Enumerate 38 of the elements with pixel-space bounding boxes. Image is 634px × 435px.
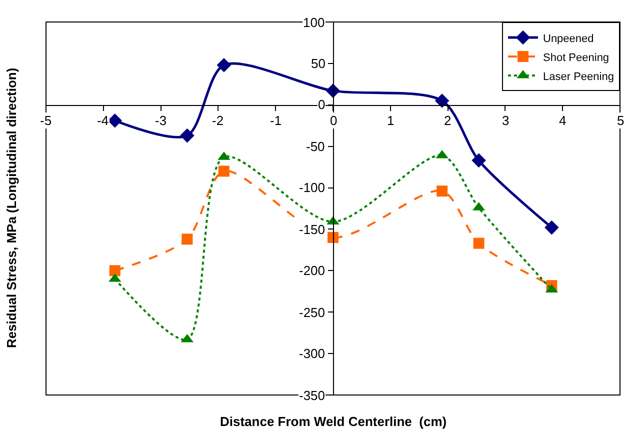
x-tick-label: 5 <box>617 113 624 128</box>
y-tick-label: 100 <box>303 15 325 30</box>
y-tick-label: -150 <box>299 222 326 237</box>
y-tick-label: -100 <box>299 180 326 195</box>
y-tick-label: -200 <box>299 263 326 278</box>
legend-label: Unpeened <box>543 32 594 45</box>
point <box>328 232 338 244</box>
point <box>544 220 559 235</box>
point <box>434 94 450 108</box>
point <box>182 234 193 245</box>
x-tick-label: 1 <box>387 113 394 128</box>
x-tick-label: 4 <box>559 113 566 128</box>
x-tick-label: -2 <box>212 113 224 128</box>
y-tick-label: 50 <box>311 56 326 71</box>
point <box>180 128 194 143</box>
x-tick-label: -5 <box>40 113 52 128</box>
legend-label: Laser Peening <box>543 70 614 83</box>
y-tick-label: -250 <box>299 305 326 320</box>
point <box>108 113 122 128</box>
point <box>109 265 120 276</box>
x-tick-label: 0 <box>330 113 338 128</box>
x-tick-label: -3 <box>155 113 167 128</box>
point <box>218 166 230 177</box>
point <box>472 153 486 168</box>
x-tick-label: 2 <box>444 113 452 128</box>
legend-label: Shot Peening <box>543 52 610 64</box>
y-tick-label: 0 <box>318 97 326 112</box>
point <box>216 58 232 72</box>
x-tick-label: -4 <box>97 113 109 128</box>
point <box>436 186 448 197</box>
y-tick-label: -50 <box>306 139 325 154</box>
x-tick-label: -1 <box>270 113 282 128</box>
y-tick-label: -300 <box>299 346 326 361</box>
x-axis-title: Distance From Weld Centerline (cm) <box>220 414 447 429</box>
y-tick-label: -350 <box>299 388 326 403</box>
y-axis-title: Residual Stress, MPa (Longitudinal direction) <box>4 68 20 348</box>
point <box>473 238 484 249</box>
x-tick-label: 3 <box>502 113 510 128</box>
